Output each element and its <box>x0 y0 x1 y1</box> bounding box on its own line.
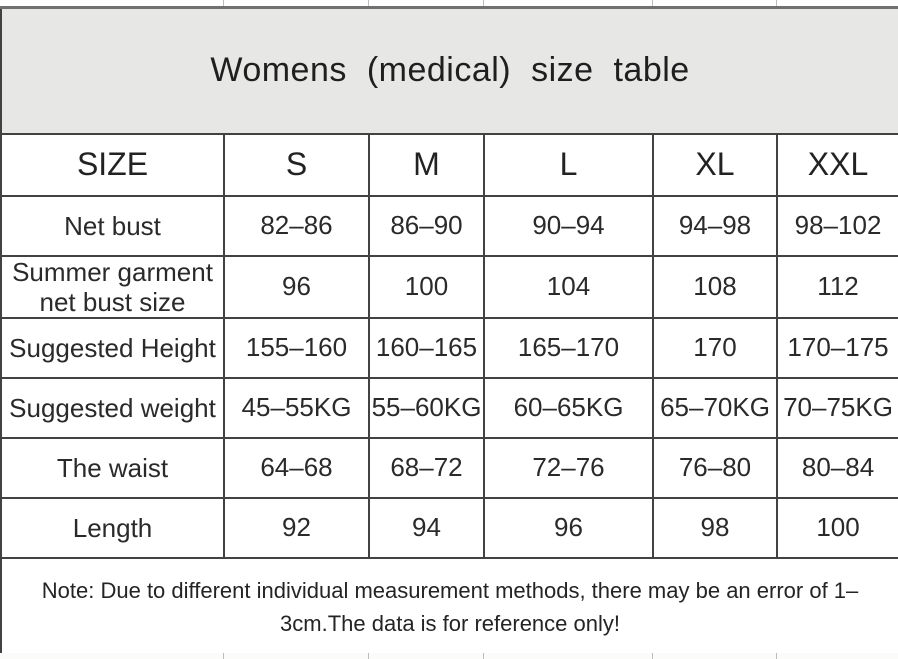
data-cell: 100 <box>775 496 898 559</box>
data-cell: 170–175 <box>775 316 898 379</box>
column-divider <box>652 653 653 659</box>
table-row-the-waist: The waist 64–68 68–72 72–76 76–80 80–84 <box>0 436 898 499</box>
data-cell: 100 <box>368 254 485 319</box>
data-cell: 68–72 <box>368 436 485 499</box>
table-row-net-bust: Net bust 82–86 86–90 90–94 94–98 98–102 <box>0 194 898 257</box>
column-divider <box>776 653 777 659</box>
data-cell: 92 <box>223 496 370 559</box>
data-cell: 45–55KG <box>223 376 370 439</box>
note-text: Note: Due to different individual measur… <box>0 556 898 658</box>
data-cell: 98–102 <box>775 194 898 257</box>
data-cell: 82–86 <box>223 194 370 257</box>
data-cell: 70–75KG <box>775 376 898 439</box>
data-cell: 80–84 <box>775 436 898 499</box>
column-divider <box>652 0 653 6</box>
data-cell: 76–80 <box>652 436 778 499</box>
column-divider <box>368 653 369 659</box>
table-row-length: Length 92 94 96 98 100 <box>0 496 898 559</box>
bottom-partial-row <box>0 653 898 659</box>
data-cell: 65–70KG <box>652 376 778 439</box>
table-row-suggested-height: Suggested Height 155–160 160–165 165–170… <box>0 316 898 379</box>
data-cell: 112 <box>775 254 898 319</box>
row-label: Net bust <box>0 194 225 257</box>
table-row-summer-garment: Summer garment net bust size 96 100 104 … <box>0 254 898 319</box>
data-cell: 86–90 <box>368 194 485 257</box>
header-cell-s: S <box>223 132 370 197</box>
column-divider <box>483 653 484 659</box>
data-cell: 96 <box>223 254 370 319</box>
table-title: Womens (medical) size table <box>0 6 898 135</box>
data-cell: 72–76 <box>483 436 654 499</box>
data-cell: 165–170 <box>483 316 654 379</box>
data-cell: 170 <box>652 316 778 379</box>
data-cell: 55–60KG <box>368 376 485 439</box>
row-label: Suggested weight <box>0 376 225 439</box>
data-cell: 104 <box>483 254 654 319</box>
top-partial-row <box>0 0 898 6</box>
column-divider <box>483 0 484 6</box>
data-cell: 160–165 <box>368 316 485 379</box>
header-row: SIZE S M L XL XXL <box>0 132 898 197</box>
row-label: The waist <box>0 436 225 499</box>
header-cell-xl: XL <box>652 132 778 197</box>
header-cell-m: M <box>368 132 485 197</box>
data-cell: 94–98 <box>652 194 778 257</box>
note-row: Note: Due to different individual measur… <box>0 556 898 658</box>
data-cell: 60–65KG <box>483 376 654 439</box>
header-cell-size: SIZE <box>0 132 225 197</box>
column-divider <box>223 0 224 6</box>
title-row: Womens (medical) size table <box>0 6 898 135</box>
column-divider <box>776 0 777 6</box>
column-divider <box>368 0 369 6</box>
row-label: Summer garment net bust size <box>0 254 225 319</box>
row-label: Length <box>0 496 225 559</box>
header-cell-xxl: XXL <box>775 132 898 197</box>
data-cell: 108 <box>652 254 778 319</box>
data-cell: 64–68 <box>223 436 370 499</box>
size-table: Womens (medical) size table SIZE S M L X… <box>0 6 898 658</box>
data-cell: 94 <box>368 496 485 559</box>
header-cell-l: L <box>483 132 654 197</box>
data-cell: 90–94 <box>483 194 654 257</box>
row-label: Suggested Height <box>0 316 225 379</box>
data-cell: 98 <box>652 496 778 559</box>
data-cell: 96 <box>483 496 654 559</box>
column-divider <box>223 653 224 659</box>
data-cell: 155–160 <box>223 316 370 379</box>
table-row-suggested-weight: Suggested weight 45–55KG 55–60KG 60–65KG… <box>0 376 898 439</box>
